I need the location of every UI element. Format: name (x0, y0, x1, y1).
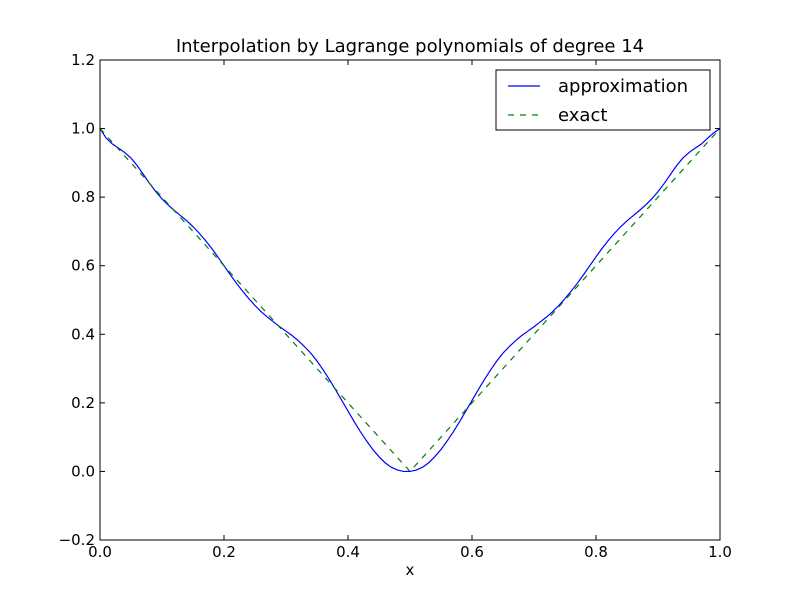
series-line-exact (99, 128, 721, 473)
tick-labels-layer: 0.0 0.2 0.4 0.6 0.8 1.0−0.20.00.20.40.60.81.0… (59, 51, 732, 561)
y-tick-label: 1.0 (71, 120, 95, 138)
y-tick-label: 0.2 (71, 394, 95, 412)
x-tick-label: 0.2 (212, 543, 236, 561)
legend-label-approximation: approximation (558, 76, 688, 97)
x-tick-label: 0.6 (460, 543, 484, 561)
x-tick-label: 1.0 (708, 543, 732, 561)
y-tick-label: −0.2 (59, 531, 95, 549)
x-tick-label: 0.0 (88, 543, 112, 561)
x-axis-label: x (406, 561, 415, 579)
series-line-approximation (99, 128, 721, 473)
chart-title: Interpolation by Lagrange polynomials of… (176, 36, 644, 57)
legend-label-exact: exact (558, 105, 607, 126)
y-tick-label: 0.4 (71, 325, 95, 343)
axes-background (100, 60, 720, 540)
y-tick-label: 1.2 (71, 51, 95, 69)
x-tick-label: 0.8 (584, 543, 608, 561)
series-layer (99, 128, 721, 473)
y-tick-label: 0.6 (71, 257, 95, 275)
legend-box (495, 69, 711, 131)
legend: approximation exact (495, 69, 711, 131)
y-tick-label: 0.8 (71, 188, 95, 206)
y-tick-label: 0.0 (71, 462, 95, 480)
x-tick-label: 0.4 (336, 543, 360, 561)
plot-area (100, 60, 720, 540)
axes-frame (99, 59, 721, 541)
